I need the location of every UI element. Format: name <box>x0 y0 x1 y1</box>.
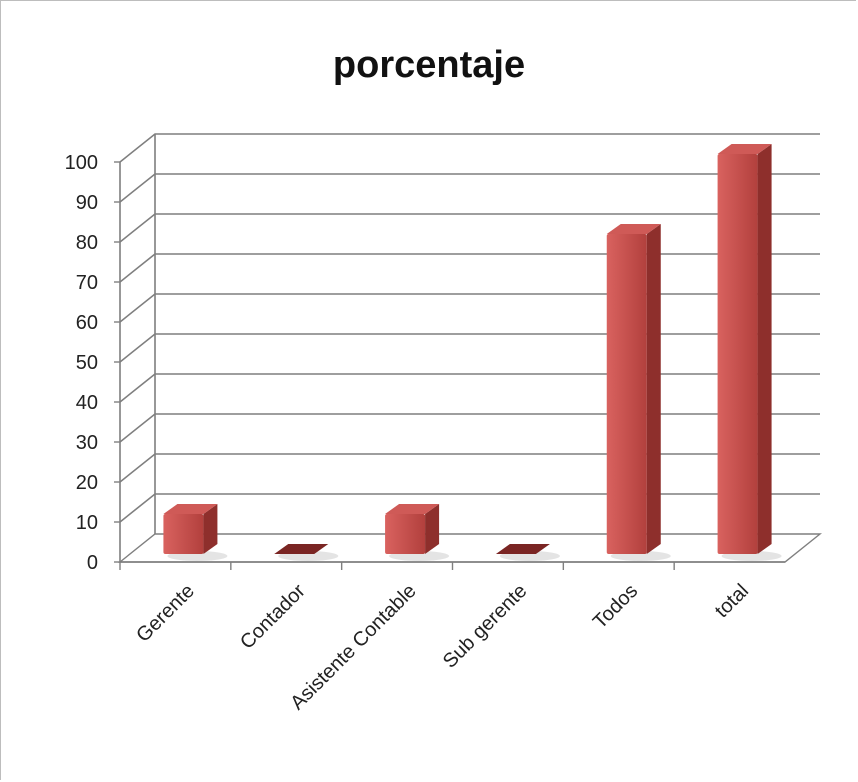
gridline <box>119 133 820 163</box>
x-tick-label: Asistente Contable <box>286 580 420 714</box>
x-tick-label: total <box>711 580 753 622</box>
gridline <box>119 253 820 283</box>
bar-side <box>425 504 440 554</box>
gridlines <box>119 133 820 523</box>
x-tick-label: Gerente <box>132 580 199 647</box>
bar-front <box>717 154 758 554</box>
bar-side <box>757 144 772 554</box>
y-tick-label: 80 <box>76 232 98 254</box>
chart-title: porcentaje <box>332 44 526 86</box>
bar <box>385 504 450 561</box>
y-tick-label: 20 <box>76 472 98 494</box>
y-tick-label: 70 <box>76 272 98 294</box>
bar <box>274 544 339 561</box>
bar-side <box>203 504 218 554</box>
bar-top <box>274 544 329 554</box>
x-tick-label: Contador <box>236 580 310 654</box>
y-tick-label: 100 <box>65 152 98 174</box>
bar-front <box>163 514 204 554</box>
bar-front <box>606 234 647 554</box>
y-tick-label: 30 <box>76 432 98 454</box>
bar <box>717 144 782 561</box>
bar-top <box>606 224 661 234</box>
gridline <box>119 413 820 443</box>
axes <box>114 134 822 570</box>
y-tick-label: 10 <box>76 512 98 534</box>
x-tick-label: Todos <box>589 580 642 633</box>
y-tick-label: 40 <box>76 392 98 414</box>
gridline <box>119 493 820 523</box>
y-tick-label: 90 <box>76 192 98 214</box>
x-tick-label: Sub gerente <box>439 580 532 673</box>
gridline <box>119 213 820 243</box>
gridline <box>119 373 820 403</box>
bar-top <box>163 504 218 514</box>
y-tick-label: 60 <box>76 312 98 334</box>
bar <box>495 544 560 561</box>
bar <box>606 224 671 561</box>
bar-top <box>717 144 772 154</box>
bar-front <box>385 514 426 554</box>
bar-side <box>646 224 661 554</box>
gridline <box>119 173 820 203</box>
y-tick-label: 0 <box>87 552 98 574</box>
y-tick-label: 50 <box>76 352 98 374</box>
bar-top <box>385 504 440 514</box>
gridline <box>119 293 820 323</box>
gridline <box>119 333 820 363</box>
bar <box>163 504 228 561</box>
bar-top <box>495 544 550 554</box>
gridline <box>119 453 820 483</box>
bars <box>163 144 782 561</box>
